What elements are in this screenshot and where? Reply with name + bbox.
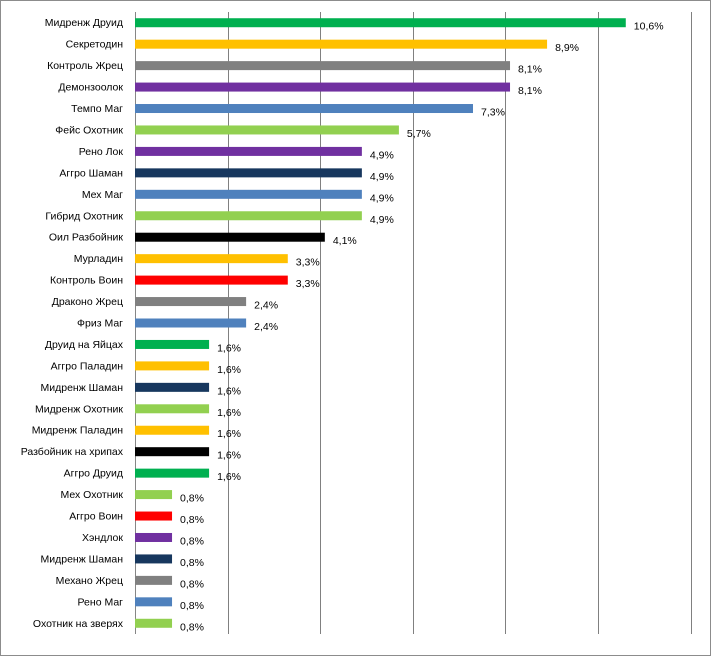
category-label: Мидренж Шаман xyxy=(41,553,124,565)
category-label: Рено Маг xyxy=(78,596,124,608)
category-label: Друид на Яйцах xyxy=(45,339,124,351)
data-label: 4,9% xyxy=(370,192,394,204)
data-label: 1,6% xyxy=(217,342,241,354)
data-label: 4,9% xyxy=(370,214,394,226)
category-label: Демонзоолок xyxy=(58,82,123,94)
data-label: 1,6% xyxy=(217,428,241,440)
data-label: 2,4% xyxy=(254,321,278,333)
bar xyxy=(135,447,210,457)
data-label: 1,6% xyxy=(217,450,241,462)
data-label: 1,6% xyxy=(217,407,241,419)
bar xyxy=(135,490,173,500)
bar xyxy=(135,168,362,178)
category-label: Контроль Жрец xyxy=(47,60,123,72)
data-label: 0,8% xyxy=(180,514,204,526)
bar xyxy=(135,597,173,607)
category-label: Аггро Друид xyxy=(64,468,123,480)
data-label: 0,8% xyxy=(180,557,204,569)
bar xyxy=(135,125,399,135)
bar xyxy=(135,532,173,542)
bar xyxy=(135,104,473,114)
bar xyxy=(135,146,362,156)
bar xyxy=(135,382,210,392)
category-label: Аггро Паладин xyxy=(51,360,124,372)
bar xyxy=(135,618,173,628)
category-label: Мех Охотник xyxy=(61,489,124,501)
data-label: 8,1% xyxy=(518,85,542,97)
data-label: 5,7% xyxy=(407,128,431,140)
bar xyxy=(135,189,362,199)
data-label: 4,1% xyxy=(333,235,357,247)
category-label: Механо Жрец xyxy=(56,575,123,587)
category-label: Мех Маг xyxy=(82,189,123,201)
category-label: Мидренж Друид xyxy=(45,17,123,29)
category-label: Аггро Воин xyxy=(69,511,123,523)
bar xyxy=(135,575,173,585)
bar xyxy=(135,211,362,221)
bar xyxy=(135,39,548,49)
data-label: 0,8% xyxy=(180,600,204,612)
category-label: Фриз Маг xyxy=(77,318,123,330)
data-label: 0,8% xyxy=(180,493,204,505)
bar xyxy=(135,275,288,285)
category-label: Мидренж Охотник xyxy=(35,403,123,415)
bar xyxy=(135,511,173,521)
bar xyxy=(135,361,210,371)
data-label: 10,6% xyxy=(634,21,664,33)
category-label: Аггро Шаман xyxy=(59,167,123,179)
category-label: Рено Лок xyxy=(79,146,124,158)
category-label: Мурладин xyxy=(74,253,123,265)
bar xyxy=(135,232,325,242)
category-label: Контроль Воин xyxy=(50,275,123,287)
data-label: 3,3% xyxy=(296,278,320,290)
category-label: Секретодин xyxy=(66,39,124,51)
category-label: Разбойник на хрипах xyxy=(21,446,124,458)
bar xyxy=(135,82,511,92)
data-label: 8,1% xyxy=(518,64,542,76)
data-label: 3,3% xyxy=(296,257,320,269)
data-label: 1,6% xyxy=(217,471,241,483)
data-label: 7,3% xyxy=(481,107,505,119)
data-label: 2,4% xyxy=(254,300,278,312)
category-label: Хэндлок xyxy=(82,532,123,544)
bar xyxy=(135,318,247,328)
data-label: 0,8% xyxy=(180,621,204,633)
bar xyxy=(135,339,210,349)
bar xyxy=(135,18,626,28)
category-label: Мидренж Шаман xyxy=(41,382,124,394)
data-label: 1,6% xyxy=(217,364,241,376)
bar xyxy=(135,61,511,71)
data-label: 4,9% xyxy=(370,171,394,183)
data-label: 1,6% xyxy=(217,385,241,397)
category-label: Охотник на зверях xyxy=(33,618,124,630)
bar xyxy=(135,468,210,478)
bar xyxy=(135,404,210,414)
bar xyxy=(135,254,288,264)
bar xyxy=(135,554,173,564)
category-label: Фейс Охотник xyxy=(55,124,123,136)
data-label: 4,9% xyxy=(370,149,394,161)
bar xyxy=(135,297,247,307)
category-label: Оил Разбойник xyxy=(49,232,124,244)
data-label: 8,9% xyxy=(555,42,579,54)
data-label: 0,8% xyxy=(180,578,204,590)
data-label: 0,8% xyxy=(180,535,204,547)
category-label: Драконо Жрец xyxy=(52,296,123,308)
category-label: Гибрид Охотник xyxy=(45,210,123,222)
bar xyxy=(135,425,210,435)
category-label: Темпо Маг xyxy=(71,103,123,115)
category-label: Мидренж Паладин xyxy=(32,425,124,437)
